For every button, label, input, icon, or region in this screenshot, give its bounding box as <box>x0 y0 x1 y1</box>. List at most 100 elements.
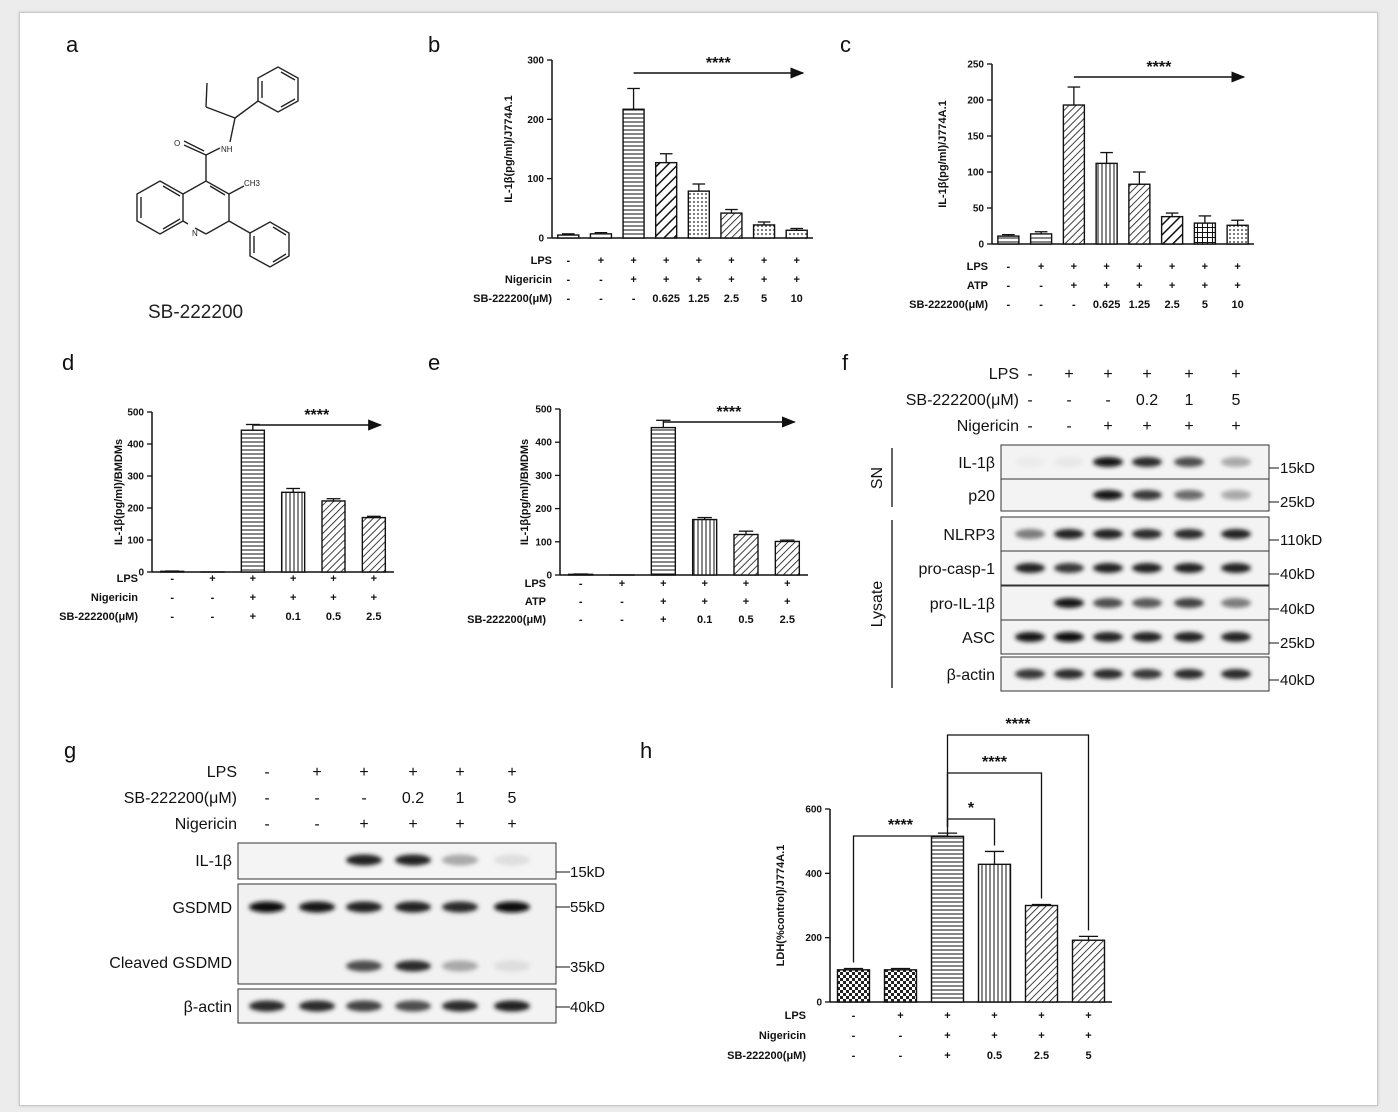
condition-value: 2.5 <box>724 293 739 305</box>
y-tick-label: 300 <box>535 471 552 482</box>
condition-value: + <box>991 1030 997 1042</box>
blot-band <box>1015 632 1045 642</box>
blot-condition-value: 0.2 <box>1136 392 1158 409</box>
condition-value: - <box>620 596 624 608</box>
significance-label: **** <box>304 407 330 424</box>
blot-band <box>1054 632 1084 642</box>
bar <box>977 863 1012 1003</box>
condition-value: 10 <box>791 293 803 305</box>
panel-letter-d: d <box>62 350 74 375</box>
blot-band <box>395 960 431 972</box>
condition-value: - <box>579 614 583 626</box>
condition-value: - <box>1039 299 1043 311</box>
condition-value: + <box>1103 261 1109 273</box>
condition-value: 2.5 <box>1164 299 1179 311</box>
panel-letter-c: c <box>840 32 851 57</box>
condition-value: 0.625 <box>1093 299 1121 311</box>
condition-value: + <box>728 255 734 267</box>
blot-band <box>1093 457 1123 467</box>
blot-band <box>494 1000 530 1012</box>
blot-band <box>1054 563 1084 573</box>
blot-band <box>1054 529 1084 539</box>
condition-value: - <box>1072 299 1076 311</box>
condition-value: - <box>1007 299 1011 311</box>
condition-value: - <box>852 1050 856 1062</box>
blot-band <box>1093 669 1123 679</box>
chart-d: 0 100 200 300 400 500 IL-1β(pg/ml)/BMDMs LPS - + +… <box>59 407 394 623</box>
y-tick-label: 0 <box>816 998 822 1009</box>
y-tick-label: 500 <box>535 405 552 416</box>
bar <box>654 161 678 239</box>
condition-name: Nigericin <box>91 592 138 604</box>
condition-value: + <box>290 573 296 585</box>
condition-value: - <box>170 573 174 585</box>
blot-condition-value: + <box>455 764 464 781</box>
condition-value: + <box>784 578 790 590</box>
blot-row-label: Cleaved GSDMD <box>109 955 232 972</box>
blot-row-label: β-actin <box>947 667 995 684</box>
condition-name: Nigericin <box>759 1030 806 1042</box>
blot-condition-value: - <box>314 790 319 807</box>
significance-label: **** <box>706 55 732 72</box>
comparison-label: * <box>968 800 975 817</box>
blot-band <box>1221 529 1251 539</box>
condition-name: LPS <box>785 1010 806 1022</box>
bar <box>774 540 801 576</box>
blot-condition-value: 1 <box>456 790 465 807</box>
atom-n: N <box>192 229 198 238</box>
blot-band <box>346 1000 382 1012</box>
chart-b: 0 100 200 300 IL-1β(pg/ml)/J774A.1 LPS - + + + + + +… <box>473 55 813 305</box>
bar <box>650 426 677 576</box>
blot-row-label: IL-1β <box>195 853 232 870</box>
blot-condition-value: + <box>1064 366 1073 383</box>
chart-e: 0 100 200 300 400 500 IL-1β(pg/ml)/BMDMs LPS - + +… <box>467 404 808 626</box>
bar <box>930 835 965 1003</box>
blot-band <box>1174 563 1204 573</box>
y-tick-label: 300 <box>527 56 544 67</box>
panel-letter-a: a <box>66 32 79 57</box>
y-tick-label: 100 <box>535 537 552 548</box>
blot-condition-value: - <box>1066 392 1071 409</box>
blot-band <box>442 901 478 913</box>
blot-condition-value: + <box>507 764 516 781</box>
condition-value: + <box>371 573 377 585</box>
blot-condition-value: + <box>1184 418 1193 435</box>
blot-condition-name: LPS <box>207 764 237 781</box>
y-tick-label: 100 <box>527 174 544 185</box>
condition-value: + <box>696 274 702 286</box>
y-tick-label: 200 <box>967 96 984 107</box>
y-tick-label: 100 <box>127 536 144 547</box>
y-axis-label: LDH(%control)/J774A.1 <box>775 845 787 967</box>
condition-value: + <box>619 578 625 590</box>
condition-name: SB-222200(μM) <box>59 611 138 623</box>
condition-value: - <box>852 1030 856 1042</box>
condition-value: - <box>566 293 570 305</box>
bar <box>361 516 387 573</box>
blot-band <box>1221 490 1251 500</box>
blot-band <box>1015 529 1045 539</box>
condition-value: + <box>660 578 666 590</box>
y-axis-label: IL-1β(pg/ml)/BMDMs <box>113 439 125 545</box>
condition-value: + <box>330 592 336 604</box>
condition-value: 0.5 <box>738 614 753 626</box>
condition-value: + <box>701 596 707 608</box>
blot-band <box>1054 598 1084 608</box>
blot-condition-value: - <box>264 816 269 833</box>
blot-row-label: p20 <box>968 488 995 505</box>
chart-h: 0 200 400 600 LDH(%control)/J774A.1 LPS - + + + + +… <box>727 716 1112 1062</box>
y-axis-label: IL-1β(pg/ml)/J774A.1 <box>937 100 949 208</box>
bar <box>557 234 580 239</box>
condition-value: + <box>1038 261 1044 273</box>
condition-value: - <box>566 255 570 267</box>
y-tick-label: 0 <box>138 568 144 579</box>
condition-name: SB-222200(μM) <box>473 293 552 305</box>
mw-label: 40kD <box>1280 601 1315 618</box>
blot-band <box>1054 457 1084 467</box>
blot-condition-value: + <box>359 764 368 781</box>
blot-band <box>1132 598 1162 608</box>
mw-label: 35kD <box>570 959 605 976</box>
y-tick-label: 400 <box>535 438 552 449</box>
blot-condition-value: + <box>1142 418 1151 435</box>
blot-band <box>1174 457 1204 467</box>
condition-value: + <box>1169 261 1175 273</box>
